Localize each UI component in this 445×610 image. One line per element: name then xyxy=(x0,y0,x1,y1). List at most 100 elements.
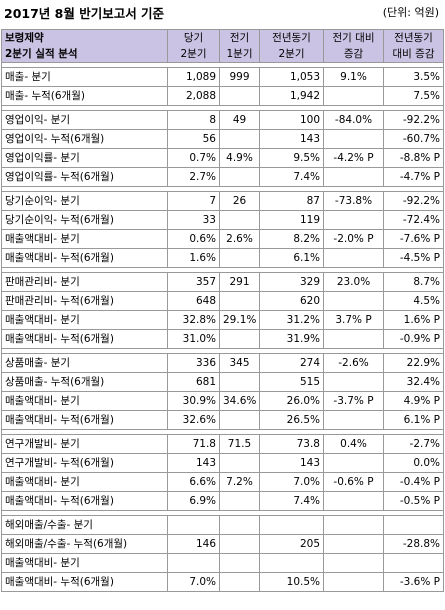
table-row: 연구개발비- 분기 71.8 71.5 73.8 0.4% -2.7% xyxy=(1,434,444,454)
current-value: 357 xyxy=(167,272,220,292)
qoq-change xyxy=(323,515,384,535)
current-value: 30.9% xyxy=(167,391,220,411)
previous-value: 4.9% xyxy=(219,148,260,168)
qoq-change xyxy=(323,129,384,149)
current-value xyxy=(167,553,220,573)
row-label: 매출액대비- 분기 xyxy=(1,310,168,330)
prior-year-value: 9.5% xyxy=(259,148,324,168)
current-value: 0.7% xyxy=(167,148,220,168)
table-row: 매출액대비- 누적(6개월) 7.0% 10.5% -3.6% P xyxy=(1,572,444,592)
yoy-change: 4.9% P xyxy=(383,391,444,411)
current-value: 648 xyxy=(167,291,220,311)
qoq-change xyxy=(323,248,384,268)
previous-value xyxy=(219,329,260,349)
qoq-change xyxy=(323,553,384,573)
unit-label: (단위: 억원) xyxy=(382,6,439,19)
qoq-change xyxy=(323,572,384,592)
previous-value: 7.2% xyxy=(219,472,260,492)
report-title: 2017년 8월 반기보고서 기준 xyxy=(4,6,165,21)
current-value: 8 xyxy=(167,110,220,130)
table-row: 매출액대비- 분기 30.9% 34.6% 26.0% -3.7% P 4.9% P xyxy=(1,391,444,411)
table-row: 매출액대비- 분기 32.8% 29.1% 31.2% 3.7% P 1.6% P xyxy=(1,310,444,330)
row-label: 매출액대비- 누적(6개월) xyxy=(1,248,168,268)
row-label: 매출- 누적(6개월) xyxy=(1,86,168,106)
analysis-subtitle: 2분기 실적 분석 xyxy=(5,48,78,60)
row-label: 영업이익률- 누적(6개월) xyxy=(1,167,168,187)
row-label: 판매관리비- 누적(6개월) xyxy=(1,291,168,311)
yoy-change: -92.2% xyxy=(383,110,444,130)
current-value: 32.8% xyxy=(167,310,220,330)
prior-year-value: 87 xyxy=(259,191,324,211)
current-value: 336 xyxy=(167,353,220,373)
table-row: 매출액대비- 누적(6개월) 6.9% 7.4% -0.5% P xyxy=(1,491,444,511)
qoq-change: 0.4% xyxy=(323,434,384,454)
qoq-change: -2.6% xyxy=(323,353,384,373)
table-row: 매출- 누적(6개월) 2,088 1,942 7.5% xyxy=(1,86,444,106)
table-row: 당기순이익- 분기 7 26 87 -73.8% -92.2% xyxy=(1,191,444,211)
previous-value xyxy=(219,453,260,473)
table-body: 매출- 분기 1,089 999 1,053 9.1% 3.5% 매출- 누적(6개월) 2,… xyxy=(1,62,444,592)
row-label: 매출액대비- 분기 xyxy=(1,391,168,411)
current-value: 31.0% xyxy=(167,329,220,349)
prior-year-value: 7.4% xyxy=(259,167,324,187)
previous-value: 26 xyxy=(219,191,260,211)
previous-value: 345 xyxy=(219,353,260,373)
qoq-change xyxy=(323,291,384,311)
qoq-change: 23.0% xyxy=(323,272,384,292)
prior-year-value: 7.4% xyxy=(259,491,324,511)
row-label: 당기순이익- 분기 xyxy=(1,191,168,211)
row-label: 매출- 분기 xyxy=(1,67,168,87)
qoq-change: -4.2% P xyxy=(323,148,384,168)
current-value: 681 xyxy=(167,372,220,392)
current-value: 7 xyxy=(167,191,220,211)
row-label: 판매관리비- 분기 xyxy=(1,272,168,292)
row-label: 해외매출/수출- 분기 xyxy=(1,515,168,535)
qoq-change: -73.8% xyxy=(323,191,384,211)
previous-value: 71.5 xyxy=(219,434,260,454)
qoq-change: -0.6% P xyxy=(323,472,384,492)
earnings-table: 보령제약 2분기 실적 분석 당기 2분기 전기 1분기 전년동기 2분기 전기 대비… xyxy=(1,29,444,592)
qoq-change xyxy=(323,453,384,473)
qoq-change xyxy=(323,167,384,187)
current-value: 143 xyxy=(167,453,220,473)
qoq-change xyxy=(323,372,384,392)
prior-year-value: 31.2% xyxy=(259,310,324,330)
table-row: 상품매출- 분기 336 345 274 -2.6% 22.9% xyxy=(1,353,444,373)
prior-year-value: 1,942 xyxy=(259,86,324,106)
current-value: 56 xyxy=(167,129,220,149)
table-row: 연구개발비- 누적(6개월) 143 143 0.0% xyxy=(1,453,444,473)
current-value: 2,088 xyxy=(167,86,220,106)
current-value: 71.8 xyxy=(167,434,220,454)
current-value: 6.6% xyxy=(167,472,220,492)
header-previous: 전기 1분기 xyxy=(219,29,260,63)
table-row: 해외매출/수출- 분기 xyxy=(1,515,444,535)
previous-value: 34.6% xyxy=(219,391,260,411)
qoq-change xyxy=(323,534,384,554)
table-row: 해외매출/수출- 누적(6개월) 146 205 -28.8% xyxy=(1,534,444,554)
previous-value xyxy=(219,553,260,573)
table-row: 판매관리비- 누적(6개월) 648 620 4.5% xyxy=(1,291,444,311)
row-label: 매출액대비- 누적(6개월) xyxy=(1,329,168,349)
qoq-change xyxy=(323,210,384,230)
table-row: 당기순이익- 누적(6개월) 33 119 -72.4% xyxy=(1,210,444,230)
table-row: 매출액대비- 누적(6개월) 1.6% 6.1% -4.5% P xyxy=(1,248,444,268)
prior-year-value xyxy=(259,553,324,573)
table-row: 매출액대비- 분기 xyxy=(1,553,444,573)
prior-year-value: 329 xyxy=(259,272,324,292)
prior-year-value: 143 xyxy=(259,453,324,473)
row-label: 연구개발비- 누적(6개월) xyxy=(1,453,168,473)
current-value xyxy=(167,515,220,535)
yoy-change xyxy=(383,553,444,573)
previous-value xyxy=(219,167,260,187)
previous-value: 999 xyxy=(219,67,260,87)
yoy-change: -7.6% P xyxy=(383,229,444,249)
yoy-change: -4.5% P xyxy=(383,248,444,268)
current-value: 146 xyxy=(167,534,220,554)
row-label: 매출액대비- 누적(6개월) xyxy=(1,491,168,511)
yoy-change: -72.4% xyxy=(383,210,444,230)
prior-year-value: 143 xyxy=(259,129,324,149)
yoy-change: -4.7% P xyxy=(383,167,444,187)
previous-value xyxy=(219,210,260,230)
yoy-change: -0.9% P xyxy=(383,329,444,349)
yoy-change: 32.4% xyxy=(383,372,444,392)
